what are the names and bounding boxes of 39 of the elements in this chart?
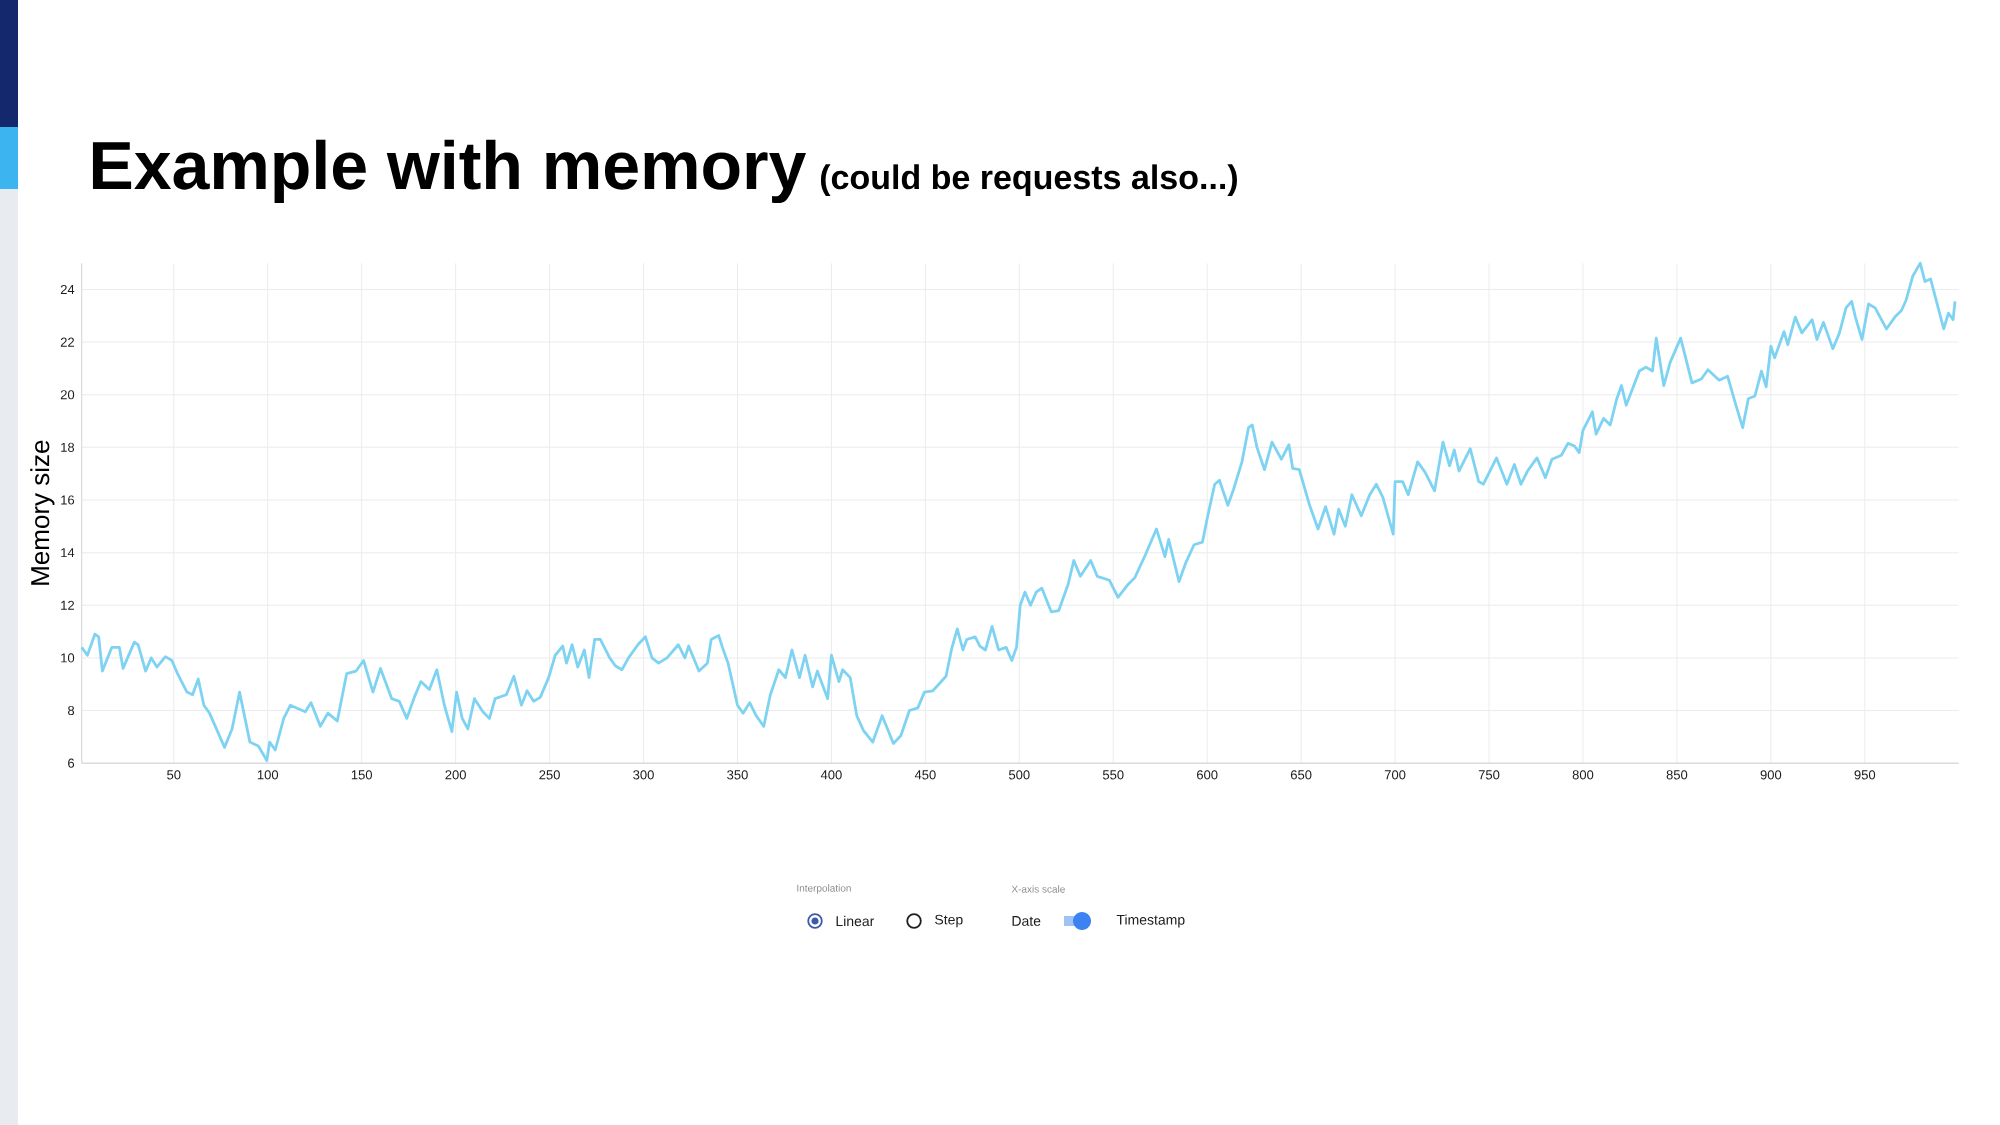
x-tick-label: 850 — [1666, 770, 1688, 780]
x-tick-label: 150 — [351, 770, 373, 780]
x-tick-label: 900 — [1760, 770, 1782, 780]
text: Date — [1012, 916, 1041, 926]
x-tick-label: 400 — [820, 770, 842, 780]
x-tick-label: 550 — [1102, 770, 1124, 780]
x-tick-label: 350 — [727, 770, 748, 780]
x-tick-label: 800 — [1572, 770, 1594, 780]
x-tick-label: 650 — [1290, 770, 1312, 780]
x-tick-label: 100 — [257, 770, 279, 780]
text: Timestamp — [1116, 914, 1185, 928]
y-tick-label: 22 — [60, 337, 74, 347]
x-tick-label: 200 — [445, 770, 466, 780]
text: X-axis scale — [1011, 885, 1065, 893]
y-tick-label: 8 — [68, 705, 75, 716]
x-tick-label: 750 — [1478, 770, 1500, 780]
y-tick-label: 20 — [60, 390, 75, 400]
text: Linear — [836, 915, 875, 927]
y-tick-label: 14 — [61, 548, 75, 558]
y-tick-label: 6 — [68, 758, 75, 768]
x-tick-label: 600 — [1197, 770, 1218, 780]
text: Interpolation — [797, 884, 851, 894]
x-tick-label: 300 — [633, 770, 654, 780]
y-tick-label: 24 — [60, 284, 75, 295]
y-axis-title: Memory size — [30, 440, 55, 585]
x-tick-label: 50 — [167, 770, 181, 780]
text: Step — [935, 914, 963, 928]
x-tick-label: 700 — [1384, 770, 1406, 780]
x-tick-label: 500 — [1008, 770, 1030, 780]
y-tick-label: 10 — [61, 653, 75, 663]
line-series — [80, 261, 1957, 762]
x-tick-label: 950 — [1854, 770, 1876, 780]
y-tick-label: 12 — [61, 600, 74, 610]
y-tick-label: 16 — [61, 495, 75, 505]
chart-subtitle: (could be requests also...) — [820, 164, 1237, 197]
y-tick-label: 18 — [61, 442, 75, 452]
x-tick-label: 450 — [914, 770, 936, 780]
chart-title: Example with memory — [92, 139, 806, 204]
x-tick-label: 250 — [539, 770, 560, 780]
